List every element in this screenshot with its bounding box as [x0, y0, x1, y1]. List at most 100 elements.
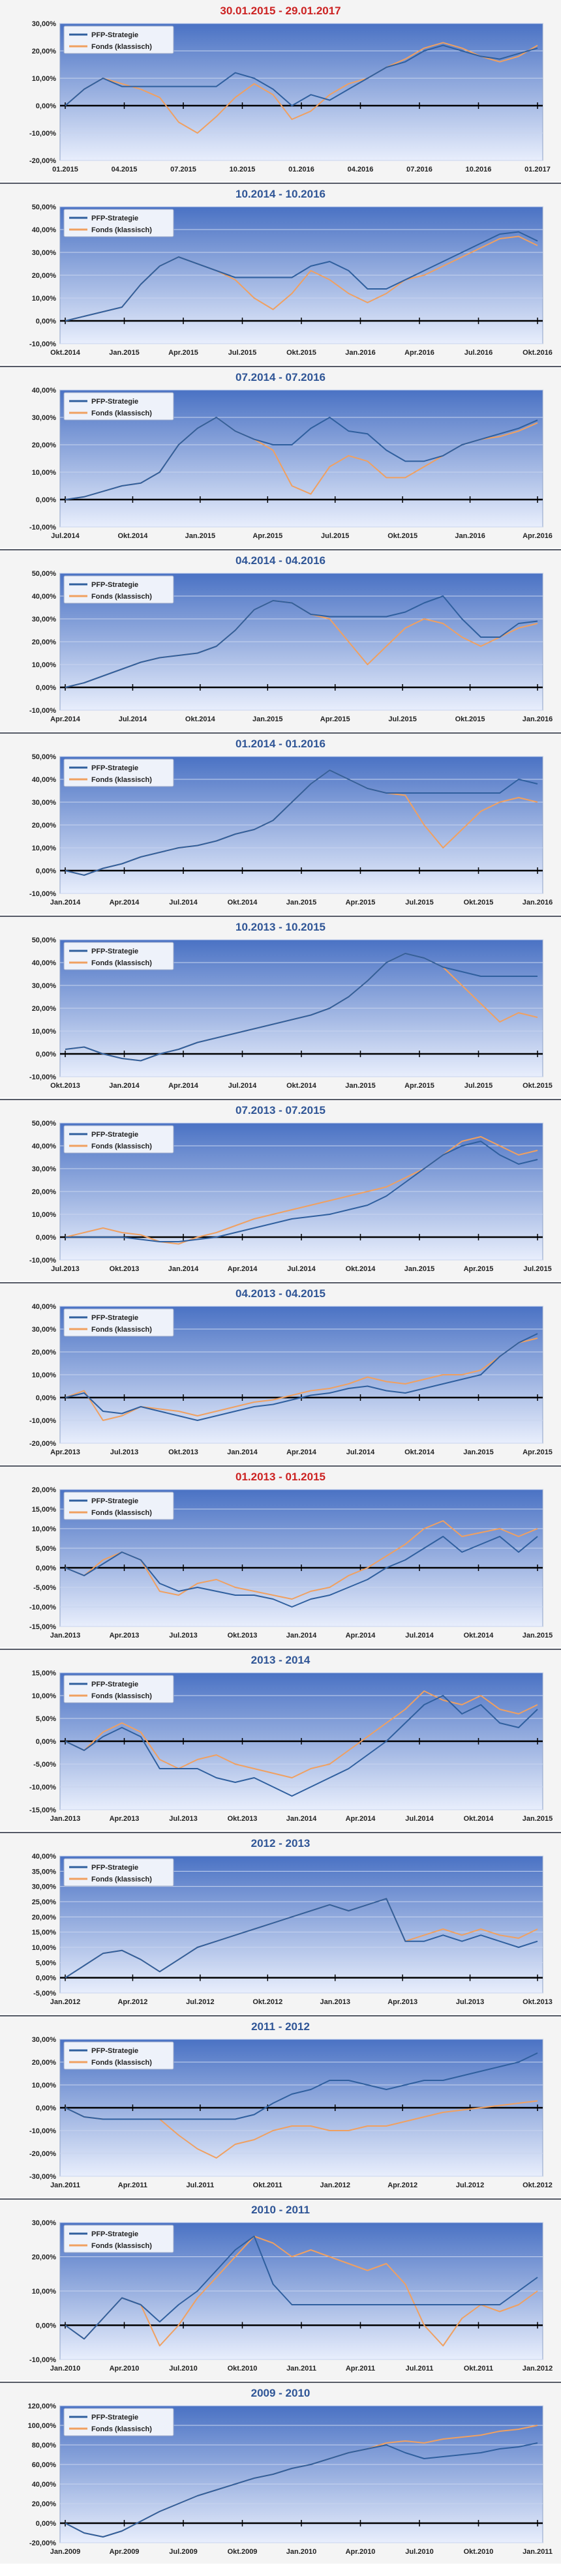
panel-divider [0, 2382, 561, 2383]
x-tick-label: Jul.2013 [456, 1998, 484, 2006]
legend-label-strategy: PFP-Strategie [91, 31, 138, 39]
series-line-strategy [65, 1695, 538, 1797]
y-tick-label: -20,00% [29, 2539, 56, 2547]
x-tick-label: Jan.2015 [463, 1448, 493, 1456]
panel-divider [0, 1649, 561, 1650]
x-tick-label: Jul.2011 [186, 2181, 214, 2189]
series-line-strategy [65, 1898, 538, 1979]
legend-label-fund: Fonds (klassisch) [91, 1509, 152, 1517]
y-tick-label: 15,00% [32, 1670, 57, 1677]
x-tick-label: Jul.2012 [456, 2181, 484, 2189]
chart-panel: 04.2014 - 04.2016 50,00% 40,00% 30,00% 20,00… [0, 550, 561, 731]
x-tick-label: Okt.2012 [523, 2181, 553, 2189]
y-tick-label: 50,00% [32, 753, 57, 761]
series-line-fund [65, 1136, 538, 1245]
legend-box [63, 1491, 174, 1520]
x-tick-label: Apr.2014 [286, 1448, 317, 1456]
x-tick-label: Okt.2013 [110, 1265, 140, 1273]
legend-label-fund: Fonds (klassisch) [91, 226, 152, 234]
y-tick-label: 0,00% [36, 1565, 56, 1572]
y-tick-label: 10,00% [32, 2288, 57, 2296]
series-line-strategy [65, 417, 538, 500]
y-tick-label: 20,00% [32, 48, 57, 55]
y-tick-label: 80,00% [32, 2442, 57, 2449]
chart-title: 04.2013 - 04.2015 [235, 1287, 326, 1300]
y-tick-label: -15,00% [29, 1806, 56, 1814]
legend-box [63, 758, 174, 787]
chart-svg: 10.2013 - 10.2015 50,00% 40,00% 30,00% 20,00… [0, 916, 561, 1098]
y-tick-label: 20,00% [32, 2254, 57, 2262]
y-tick-label: 40,00% [32, 959, 57, 967]
x-tick-label: Okt.2015 [286, 349, 316, 357]
legend-label-strategy: PFP-Strategie [91, 948, 138, 955]
chart-title: 10.2014 - 10.2016 [235, 188, 326, 200]
legend-label-fund: Fonds (klassisch) [91, 2425, 152, 2433]
y-tick-label: 0,00% [36, 1738, 56, 1746]
chart-title: 2011 - 2012 [251, 2020, 310, 2033]
x-tick-label: Jul.2014 [169, 899, 198, 906]
x-tick-label: 01.2017 [524, 166, 551, 173]
y-tick-label: -15,00% [29, 1623, 56, 1631]
x-tick-label: Okt.2016 [523, 349, 553, 357]
y-tick-label: 0,00% [36, 684, 56, 692]
chart-title: 04.2014 - 04.2016 [235, 554, 326, 567]
x-tick-label: Jan.2014 [50, 899, 81, 906]
panel-divider [0, 549, 561, 550]
x-tick-label: Okt.2013 [228, 1632, 258, 1640]
y-tick-label: 40,00% [32, 593, 57, 601]
panel-divider [0, 732, 561, 734]
y-tick-label: 20,00% [32, 1005, 57, 1013]
legend-label-strategy: PFP-Strategie [91, 398, 138, 406]
x-tick-label: 01.2016 [288, 166, 314, 173]
series-line-strategy [65, 231, 538, 322]
x-tick-label: Jan.2014 [168, 1265, 199, 1273]
x-tick-label: Okt.2014 [464, 1815, 494, 1823]
x-tick-label: Jan.2010 [50, 2365, 80, 2373]
chart-panel: 01.2013 - 01.2015 20,00% 15,00% 10,00% 5,00%… [0, 1466, 561, 1647]
y-tick-label: -10,00% [29, 2127, 56, 2135]
y-tick-label: 40,00% [32, 2481, 57, 2489]
chart-svg: 07.2014 - 07.2016 40,00% 30,00% 20,00% 10,00… [0, 367, 561, 548]
y-tick-label: 30,00% [32, 20, 57, 28]
y-tick-label: 20,00% [32, 2059, 57, 2067]
y-tick-label: 30,00% [32, 982, 57, 990]
y-tick-label: -5,00% [33, 1990, 56, 1998]
x-tick-label: Jan.2013 [320, 1998, 350, 2006]
y-tick-label: 120,00% [28, 2403, 57, 2410]
x-tick-label: 04.2015 [112, 166, 138, 173]
chart-svg: 04.2013 - 04.2015 40,00% 30,00% 20,00% 10,00… [0, 1283, 561, 1464]
y-tick-label: 40,00% [32, 1853, 57, 1861]
legend-label-fund: Fonds (klassisch) [91, 2059, 152, 2067]
legend-box [63, 1125, 174, 1154]
y-tick-label: 30,00% [32, 2219, 57, 2227]
x-tick-label: Jan.2012 [50, 1998, 80, 2006]
chart-panel: 07.2014 - 07.2016 40,00% 30,00% 20,00% 10,00… [0, 367, 561, 548]
y-tick-label: 5,00% [36, 1715, 56, 1723]
x-tick-label: 07.2015 [170, 166, 196, 173]
x-tick-label: Okt.2014 [117, 532, 148, 540]
x-tick-label: Apr.2011 [118, 2181, 147, 2189]
x-tick-label: Jan.2016 [345, 349, 375, 357]
y-tick-label: 10,00% [32, 295, 57, 303]
legend-box [63, 2408, 174, 2436]
chart-panel: 2012 - 2013 40,00% 35,00% 30,00% 25,00% 20,00… [0, 1833, 561, 2014]
x-tick-label: Okt.2014 [185, 715, 216, 723]
legend-label-strategy: PFP-Strategie [91, 1314, 138, 1322]
y-tick-label: 5,00% [36, 1545, 56, 1553]
series-line-strategy [65, 2236, 538, 2340]
y-tick-label: -20,00% [29, 2150, 56, 2158]
y-tick-label: 40,00% [32, 776, 57, 784]
series-line-strategy [65, 2052, 538, 2120]
y-tick-label: 20,00% [32, 1486, 57, 1494]
chart-title: 2010 - 2011 [251, 2204, 310, 2216]
y-tick-label: -5,00% [33, 1584, 56, 1592]
x-tick-label: Jan.2015 [185, 532, 215, 540]
chart-title: 10.2013 - 10.2015 [235, 921, 326, 933]
y-tick-label: 0,00% [36, 1975, 56, 1983]
chart-title: 2009 - 2010 [251, 2387, 311, 2399]
y-tick-label: -10,00% [29, 130, 56, 138]
chart-svg: 30.01.2015 - 29.01.2017 30,00% 20,00% 10,00… [0, 0, 561, 181]
y-tick-label: 25,00% [32, 1898, 57, 1906]
x-tick-label: Apr.2015 [346, 899, 376, 906]
